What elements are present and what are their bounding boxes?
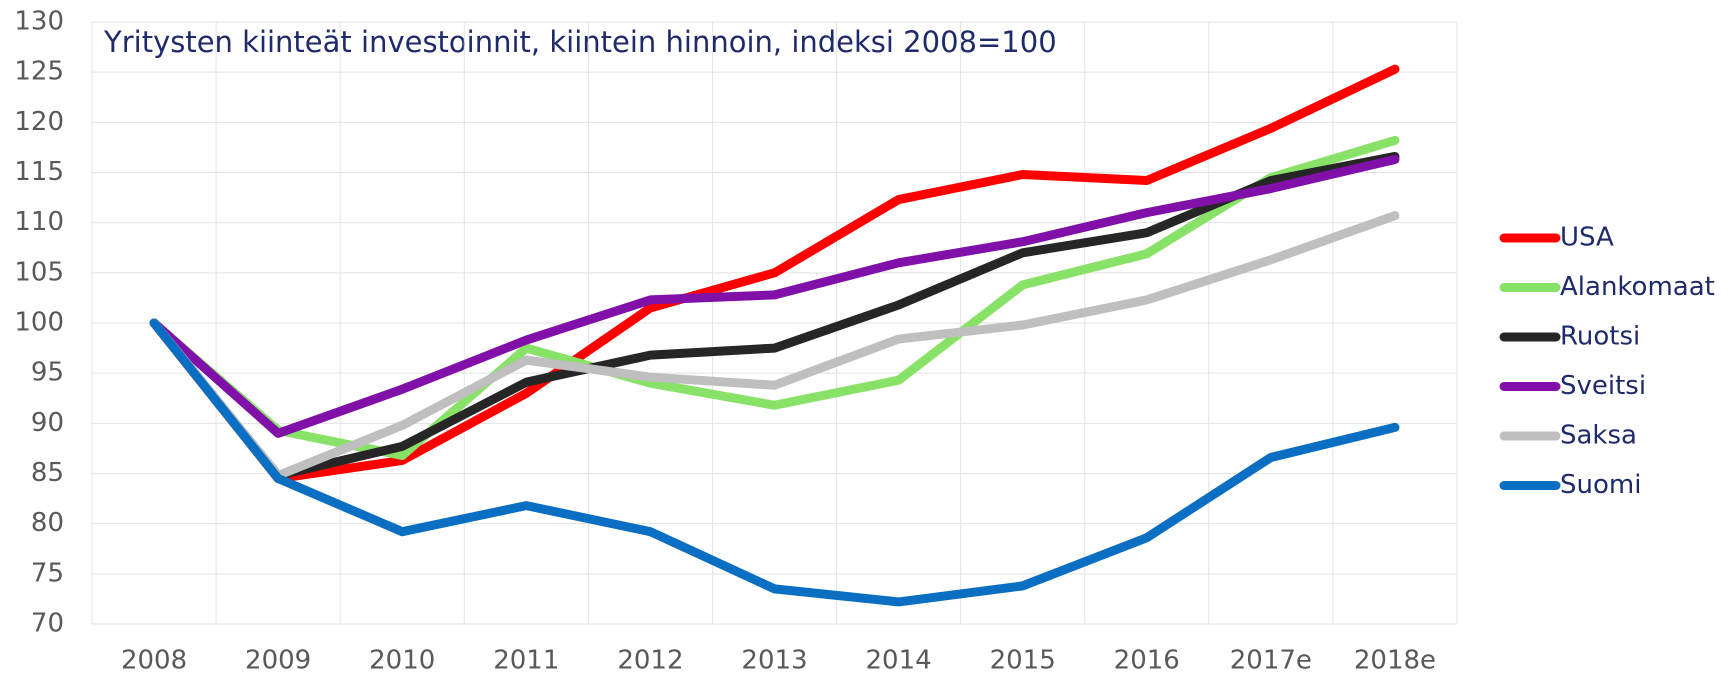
y-tick-label: 90 [31,408,64,438]
y-tick-label: 85 [31,458,64,488]
x-tick-label: 2014 [866,646,932,675]
y-tick-label: 130 [14,7,64,37]
legend-label: USA [1560,223,1614,253]
y-tick-label: 95 [31,358,64,388]
x-tick-label: 2013 [741,646,807,675]
y-tick-label: 75 [31,558,64,588]
series-line [149,64,1400,484]
legend-label: Saksa [1560,421,1637,451]
y-tick-label: 110 [14,207,64,237]
y-tick-label: 70 [31,609,64,639]
x-tick-label: 2018e [1354,646,1436,675]
series-line [149,211,1400,481]
series-line [149,318,1400,607]
x-tick-label: 2017e [1230,646,1312,675]
y-tick-label: 115 [14,157,64,187]
legend-label: Ruotsi [1560,322,1640,352]
legend-label: Sveitsi [1560,371,1646,401]
x-tick-label: 2015 [990,646,1056,675]
y-tick-label: 120 [14,107,64,137]
legend-label: Suomi [1560,470,1641,500]
x-tick-label: 2011 [493,646,559,675]
y-tick-label: 125 [14,57,64,87]
x-tick-label: 2009 [245,646,311,675]
legend-label: Alankomaat [1560,272,1715,302]
series-line [149,151,1400,481]
x-tick-label: 2010 [369,646,435,675]
x-tick-label: 2008 [121,646,187,675]
series-line [149,154,1400,438]
y-tick-label: 80 [31,508,64,538]
y-tick-label: 105 [14,257,64,287]
x-tick-label: 2012 [617,646,683,675]
y-tick-label: 100 [14,308,64,338]
x-tick-label: 2016 [1114,646,1180,675]
series-line [149,135,1400,460]
chart-title: Yritysten kiinteät investoinnit, kiintei… [103,25,1057,59]
